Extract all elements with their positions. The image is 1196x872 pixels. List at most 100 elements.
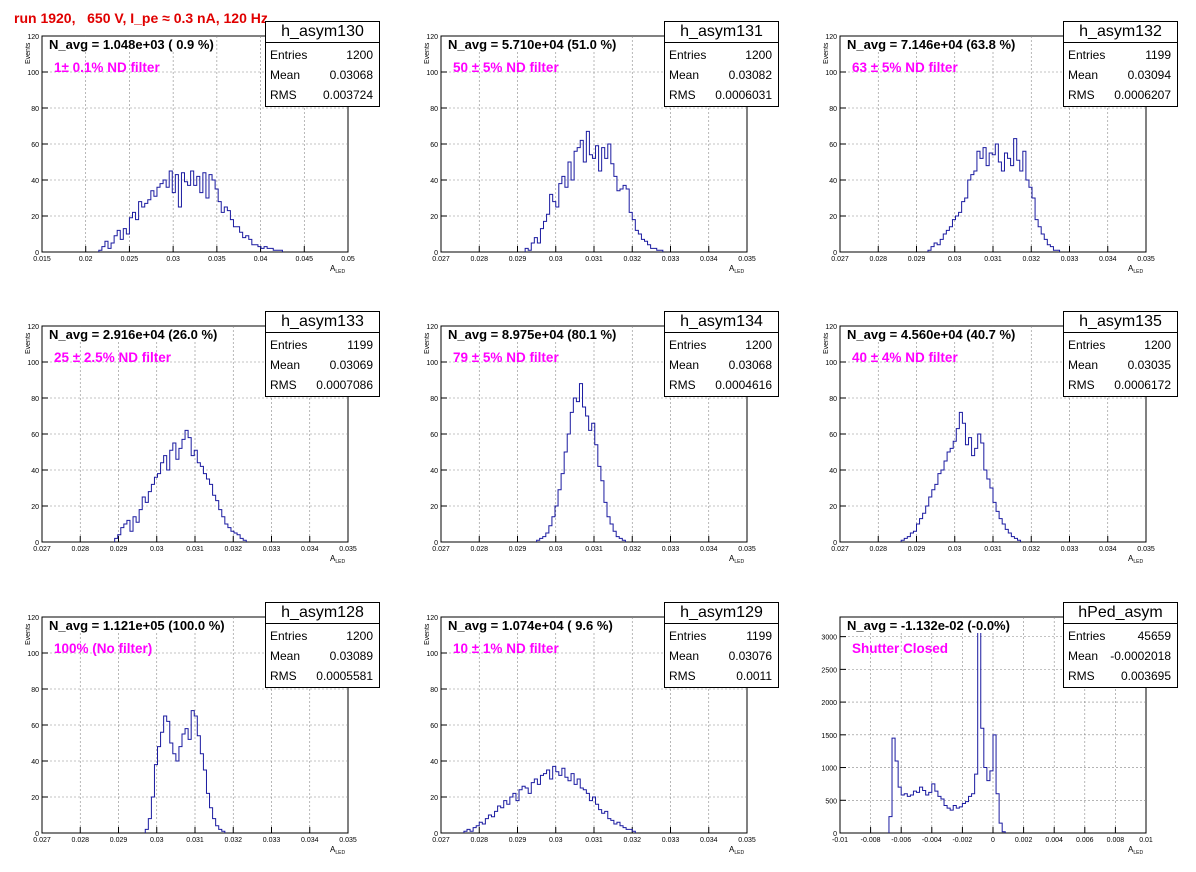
histogram-panel-hPed_asym: 0 500 1000 1500 2000 2500 3000 -0.01 -0.008 -0.00… (798, 581, 1196, 871)
histogram-bin (191, 456, 194, 542)
stats-value: 0.0004616 (715, 378, 772, 392)
histogram-bin (142, 207, 145, 252)
y-tick-label: 60 (829, 432, 837, 439)
stats-box: hPed_asym Entries 45659 Mean -0.0002018 RMS 0.… (1063, 602, 1178, 688)
histogram-bin (959, 412, 962, 542)
histogram-panel-h_asym132: 0 20 40 60 80 100 120 0.027 0.028 0.029 0.03 0.031 0… (798, 0, 1196, 290)
x-tick-label: 0.027 (831, 256, 849, 263)
histogram-bin (1008, 158, 1011, 252)
histogram-bin (626, 829, 629, 833)
y-tick-label: 80 (829, 106, 837, 113)
x-tick-label: 0.002 (1015, 837, 1033, 844)
histogram-bin (920, 787, 923, 833)
histogram-outline (144, 710, 226, 833)
stats-row-rms: RMS 0.0005581 (270, 666, 375, 686)
x-tick-label: 0.029 (509, 546, 527, 553)
run-title: run 1920, 650 V, I_pe ≈ 0.3 nA, 120 Hz (14, 10, 268, 26)
histogram-bin (261, 248, 264, 252)
stats-key: Mean (270, 358, 301, 372)
histogram-bin (108, 248, 111, 252)
histogram-bin (1011, 166, 1014, 252)
x-tick-label: 0.027 (432, 256, 450, 263)
x-tick-label: 0.031 (585, 256, 603, 263)
x-tick-label: 0.032 (623, 546, 641, 553)
histogram-svg: 0 500 1000 1500 2000 2500 3000 -0.01 -0.008 -0.00… (821, 616, 1153, 856)
histogram-bin (580, 788, 583, 833)
x-axis-label: ALED (729, 845, 744, 856)
y-axis-label: Events (424, 332, 431, 354)
stats-box: h_asym130 Entries 1200 Mean 0.03068 RMS 0.0037… (265, 21, 380, 107)
y-tick-label: 20 (31, 504, 39, 511)
histogram-bin (620, 189, 623, 252)
x-tick-label: 0.034 (301, 546, 319, 553)
stats-value: 0.03076 (728, 649, 772, 663)
y-tick-label: 20 (430, 795, 438, 802)
filter-note: 25 ± 2.5% ND filter (54, 350, 171, 365)
y-tick-label: 80 (430, 396, 438, 403)
histogram-bin (136, 522, 139, 542)
stats-value: 0.03035 (1127, 358, 1171, 372)
stats-key: Entries (270, 48, 308, 62)
filter-note: 63 ± 5% ND filter (852, 60, 958, 75)
x-tick-label: 0.028 (71, 546, 89, 553)
histogram-bin (565, 187, 568, 252)
histogram-svg: 0 20 40 60 80 100 120 0.027 0.028 0.029 0.03 0.031 0… (25, 615, 357, 856)
histogram-bin (929, 792, 932, 833)
stats-value: 0.03089 (329, 649, 373, 663)
stats-row-rms: RMS 0.0006172 (1068, 375, 1173, 395)
histogram-bin (120, 239, 123, 252)
histogram-svg: 0 20 40 60 80 100 120 0.027 0.028 0.029 0.03 0.031 0… (424, 34, 756, 275)
y-tick-label: 0 (35, 540, 39, 547)
x-tick-label: 0.032 (224, 837, 242, 844)
x-tick-label: 0.027 (432, 546, 450, 553)
histogram-bin (932, 490, 935, 542)
y-tick-label: 120 (426, 34, 438, 41)
x-axis-label: ALED (1128, 264, 1143, 275)
histogram-bin (605, 158, 608, 252)
histogram-bin (937, 245, 940, 252)
histogram-bin (161, 732, 164, 833)
histogram-name: h_asym135 (1064, 312, 1177, 333)
histogram-bin (516, 801, 519, 833)
x-tick-label: 0.032 (623, 837, 641, 844)
y-tick-label: 120 (27, 324, 39, 331)
filter-note: 79 ± 5% ND filter (453, 350, 559, 365)
x-tick-label: 0.035 (738, 837, 756, 844)
histogram-svg: 0 20 40 60 80 100 120 0.027 0.028 0.029 0.03 0.031 0… (823, 34, 1155, 275)
stats-row-mean: Mean 0.03076 (669, 646, 774, 666)
histogram-bin (172, 193, 175, 252)
histogram-bin (978, 434, 981, 542)
stats-value: 0.0011 (736, 669, 772, 683)
histogram-bin (203, 474, 206, 542)
histogram-bin (130, 531, 133, 542)
histogram-bin (161, 463, 164, 542)
histogram-bin (913, 791, 916, 833)
x-tick-label: 0.034 (1099, 256, 1117, 263)
stats-key: Mean (669, 358, 700, 372)
stats-key: RMS (270, 669, 297, 683)
x-tick-label: -0.006 (891, 837, 911, 844)
histogram-bin (972, 456, 975, 542)
histogram-bin (907, 796, 910, 833)
histogram-bin (944, 461, 947, 542)
stats-key: Mean (1068, 68, 1099, 82)
stats-row-mean: Mean -0.0002018 (1068, 646, 1173, 666)
y-tick-label: 120 (426, 324, 438, 331)
histogram-bin (537, 784, 540, 833)
histogram-bin (1020, 171, 1023, 252)
x-tick-label: 0.03 (549, 837, 563, 844)
stats-value: 1199 (1145, 48, 1171, 62)
x-tick-label: -0.008 (861, 837, 881, 844)
x-axis-label: ALED (1128, 845, 1143, 856)
histogram-bin (550, 779, 553, 833)
histogram-bin (904, 794, 907, 833)
stats-row-rms: RMS 0.0006207 (1068, 85, 1173, 105)
x-tick-label: 0.031 (585, 837, 603, 844)
histogram-bin (148, 200, 151, 252)
histogram-bin (528, 793, 531, 833)
stats-value: 0.03068 (329, 68, 373, 82)
histogram-bin (534, 779, 537, 833)
navg-label: N_avg = 4.560e+04 (40.7 %) (847, 327, 1016, 342)
y-tick-label: 100 (825, 70, 837, 77)
stats-value: 45659 (1137, 629, 1171, 643)
